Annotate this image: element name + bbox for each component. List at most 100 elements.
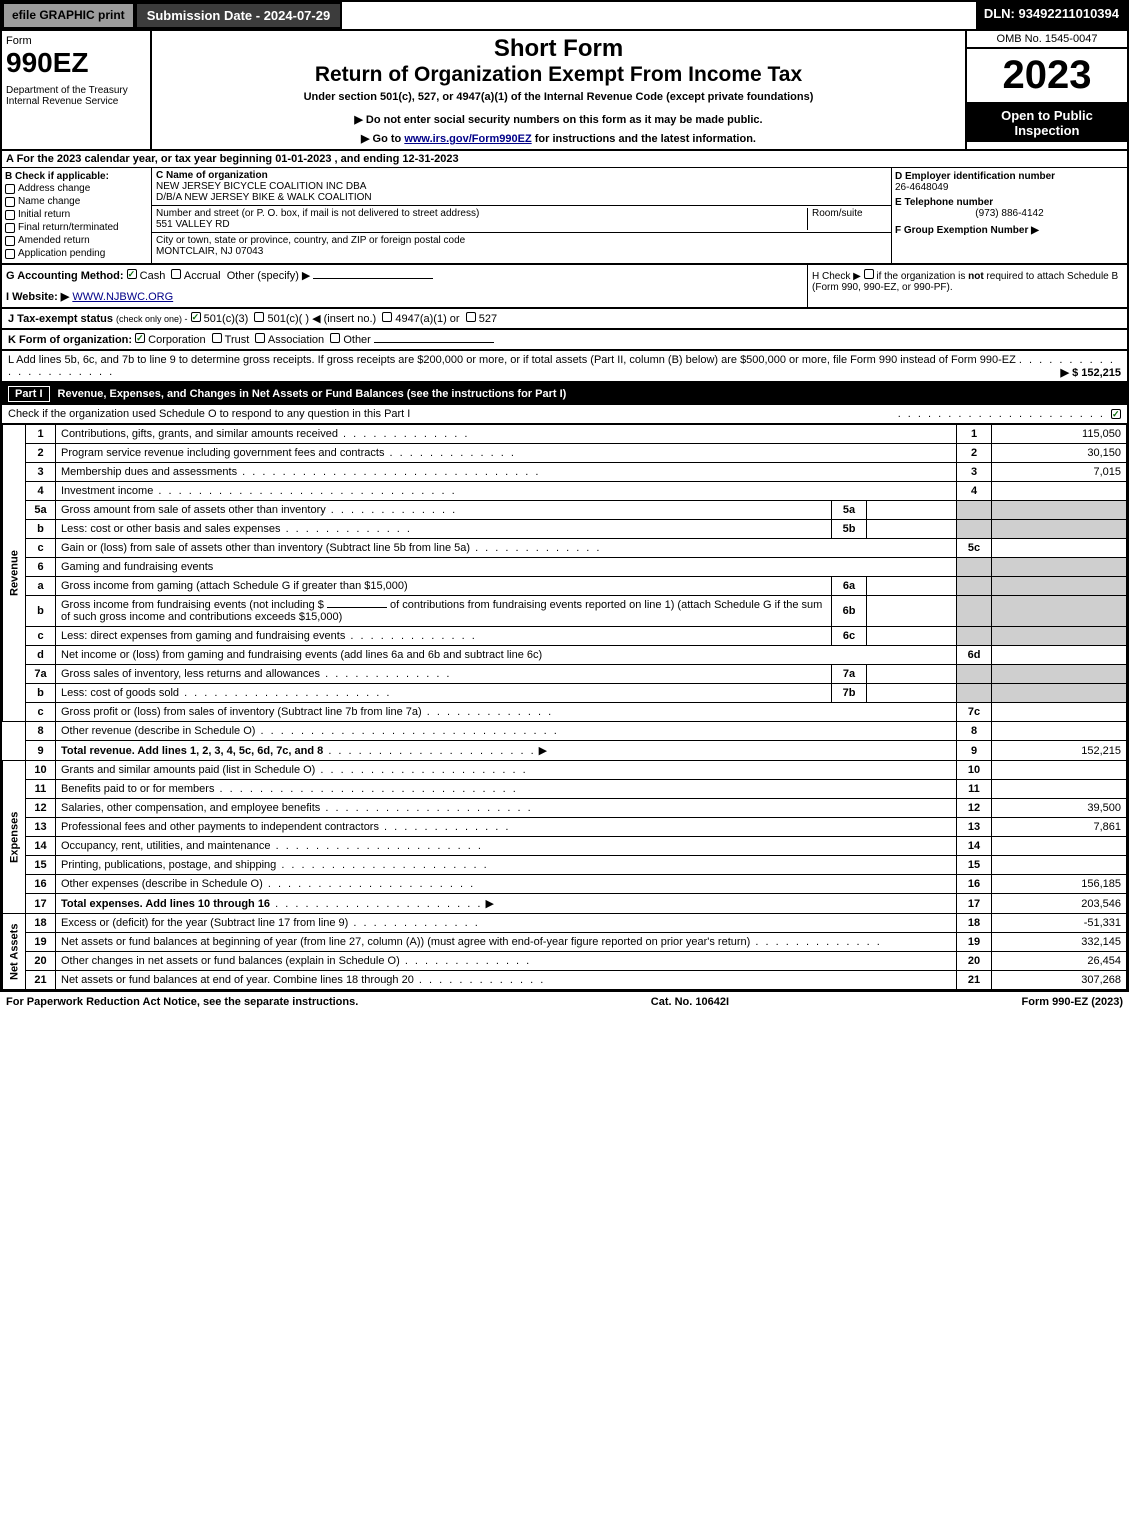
line17-desc: Total expenses. Add lines 10 through 16	[61, 898, 270, 910]
cb-address-change[interactable]	[5, 184, 15, 194]
efile-print-button[interactable]: efile GRAPHIC print	[2, 2, 135, 29]
b-label: B Check if applicable:	[5, 171, 148, 182]
cb-trust[interactable]	[212, 333, 222, 343]
cb-name-change[interactable]	[5, 197, 15, 207]
line6a-subval	[867, 577, 957, 596]
cb-other-org[interactable]	[330, 333, 340, 343]
line20-num: 20	[26, 952, 56, 971]
line19-desc: Net assets or fund balances at beginning…	[61, 936, 750, 948]
line8-num: 8	[26, 722, 56, 741]
line6d-num: d	[26, 646, 56, 665]
topbar-spacer	[342, 2, 976, 29]
cb-final-return[interactable]	[5, 223, 15, 233]
line4-num: 4	[26, 482, 56, 501]
line7b-subval	[867, 684, 957, 703]
ssn-notice: ▶ Do not enter social security numbers o…	[156, 113, 961, 126]
line6b-blank[interactable]	[327, 607, 387, 608]
line6-desc: Gaming and fundraising events	[56, 558, 957, 577]
name-change-label: Name change	[18, 196, 80, 207]
cb-527[interactable]	[466, 312, 476, 322]
accrual-label: Accrual	[184, 270, 221, 282]
room-suite-label: Room/suite	[807, 208, 887, 230]
line6b-shadeval	[992, 596, 1127, 627]
line5c-num: c	[26, 539, 56, 558]
cb-association[interactable]	[255, 333, 265, 343]
h-text1: H Check ▶	[812, 271, 861, 282]
cb-application-pending[interactable]	[5, 249, 15, 259]
line11-r: 11	[957, 780, 992, 799]
goto-post: for instructions and the latest informat…	[532, 133, 756, 145]
line13-desc: Professional fees and other payments to …	[61, 821, 379, 833]
cb-cash[interactable]	[127, 269, 137, 279]
website-link[interactable]: WWW.NJBWC.ORG	[72, 291, 173, 303]
line5b-shade	[957, 520, 992, 539]
line20-r: 20	[957, 952, 992, 971]
cb-accrual[interactable]	[171, 269, 181, 279]
line7c-desc: Gross profit or (loss) from sales of inv…	[61, 706, 422, 718]
omb-number: OMB No. 1545-0047	[967, 31, 1127, 49]
cb-4947[interactable]	[382, 312, 392, 322]
cb-schedule-o[interactable]	[1111, 409, 1121, 419]
topbar: efile GRAPHIC print Submission Date - 20…	[0, 0, 1129, 31]
line8-r: 8	[957, 722, 992, 741]
cb-501c3[interactable]	[191, 312, 201, 322]
h-text2: if the organization is	[876, 271, 968, 282]
line6-num: 6	[26, 558, 56, 577]
amended-return-label: Amended return	[18, 235, 90, 246]
line6a-shadeval	[992, 577, 1127, 596]
line6c-subval	[867, 627, 957, 646]
527-label: 527	[479, 313, 497, 325]
other-org-input[interactable]	[374, 342, 494, 343]
part1-heading: Revenue, Expenses, and Changes in Net As…	[58, 388, 567, 400]
line6-shade	[957, 558, 992, 577]
submission-date-button[interactable]: Submission Date - 2024-07-29	[135, 2, 343, 29]
city-label: City or town, state or province, country…	[156, 235, 465, 246]
cb-initial-return[interactable]	[5, 210, 15, 220]
column-c: C Name of organization NEW JERSEY BICYCL…	[152, 168, 892, 263]
line11-desc: Benefits paid to or for members	[61, 783, 214, 795]
cb-schedule-b[interactable]	[864, 269, 874, 279]
g-section: G Accounting Method: Cash Accrual Other …	[2, 265, 807, 307]
goto-pre: ▶ Go to	[361, 133, 404, 145]
501c-label: 501(c)( ) ◀ (insert no.)	[267, 313, 376, 325]
under-section: Under section 501(c), 527, or 4947(a)(1)…	[156, 91, 961, 103]
header-left: Form 990EZ Department of the Treasury In…	[2, 31, 152, 149]
irs-link[interactable]: www.irs.gov/Form990EZ	[404, 133, 531, 145]
d-label: D Employer identification number	[895, 171, 1124, 182]
line2-num: 2	[26, 444, 56, 463]
line3-r: 3	[957, 463, 992, 482]
assoc-label: Association	[268, 334, 324, 346]
line7b-num: b	[26, 684, 56, 703]
line5c-val	[992, 539, 1127, 558]
j-row: J Tax-exempt status (check only one) - 5…	[0, 309, 1129, 330]
line6b-sub: 6b	[832, 596, 867, 627]
line13-r: 13	[957, 818, 992, 837]
phone-value: (973) 886-4142	[895, 208, 1124, 219]
line10-r: 10	[957, 761, 992, 780]
column-d: D Employer identification number 26-4648…	[892, 168, 1127, 263]
line6c-sub: 6c	[832, 627, 867, 646]
part1-dots	[898, 408, 1105, 420]
short-form-title: Short Form	[156, 35, 961, 63]
line7b-shadeval	[992, 684, 1127, 703]
other-specify-input[interactable]	[313, 278, 433, 279]
line20-desc: Other changes in net assets or fund bala…	[61, 955, 400, 967]
part1-number: Part I	[8, 386, 50, 402]
line6d-val	[992, 646, 1127, 665]
line10-desc: Grants and similar amounts paid (list in…	[61, 764, 315, 776]
l-text: L Add lines 5b, 6c, and 7b to line 9 to …	[8, 354, 1016, 366]
line6c-num: c	[26, 627, 56, 646]
line7b-sub: 7b	[832, 684, 867, 703]
footer-left: For Paperwork Reduction Act Notice, see …	[6, 996, 358, 1008]
line6b-subval	[867, 596, 957, 627]
line6d-r: 6d	[957, 646, 992, 665]
line11-num: 11	[26, 780, 56, 799]
cb-amended-return[interactable]	[5, 236, 15, 246]
line1-val: 115,050	[992, 425, 1127, 444]
section-a: A For the 2023 calendar year, or tax yea…	[0, 151, 1129, 167]
cb-501c[interactable]	[254, 312, 264, 322]
cb-corporation[interactable]	[135, 333, 145, 343]
line9-r: 9	[957, 741, 992, 761]
line10-val	[992, 761, 1127, 780]
part1-wrapper: Part I Revenue, Expenses, and Changes in…	[0, 383, 1129, 992]
